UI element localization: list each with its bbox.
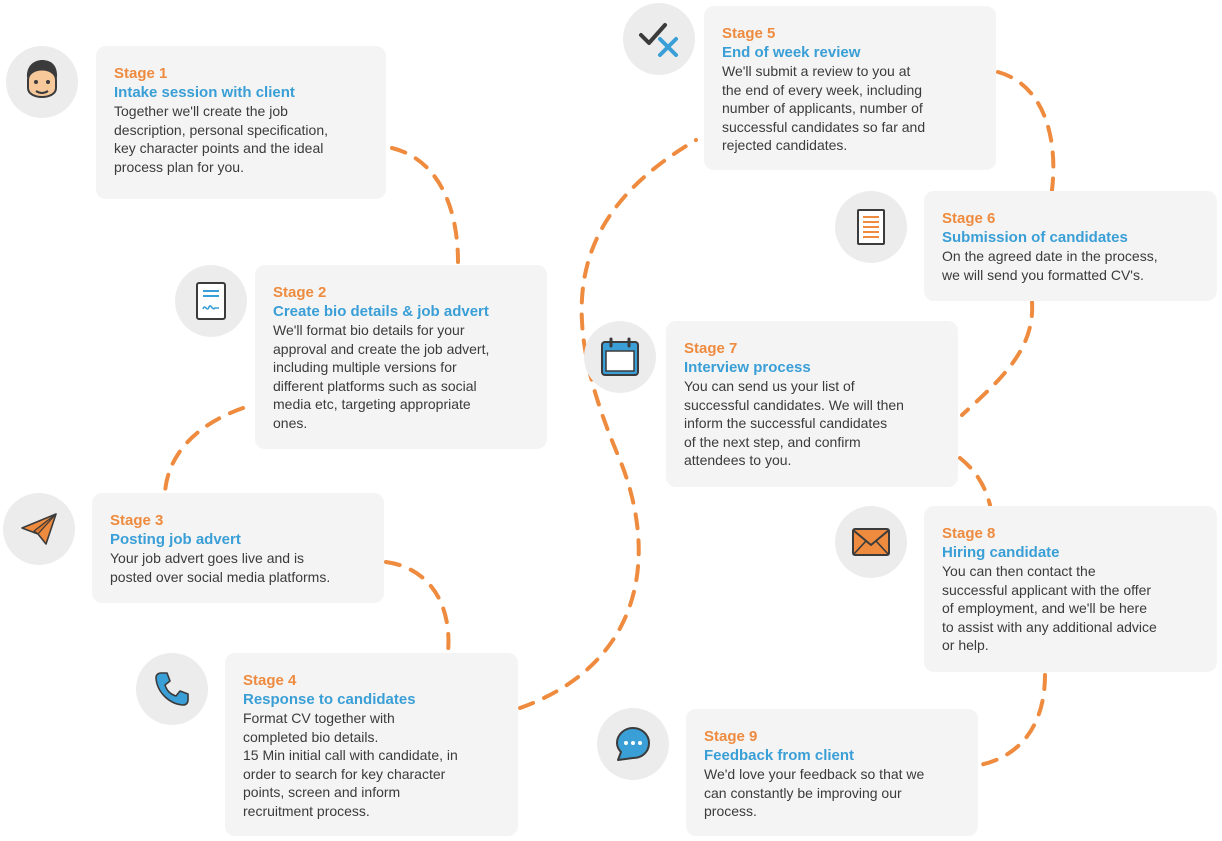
stage-7-card: Stage 7 Interview process You can send u… — [666, 321, 958, 487]
stage-description: Format CV together with completed bio de… — [243, 710, 458, 819]
connector-stage8-stage9 — [978, 673, 1047, 767]
stage-number: Stage 3 — [110, 512, 164, 529]
check-cross-icon — [638, 21, 680, 57]
stage-8-card: Stage 8 Hiring candidate You can then co… — [924, 506, 1217, 672]
stage-description: Together we'll create the job descriptio… — [114, 103, 329, 175]
stage-number: Stage 6 — [942, 210, 996, 227]
stage-number: Stage 2 — [273, 284, 327, 301]
stage-9-card: Stage 9 Feedback from client We'd love y… — [686, 709, 978, 836]
stage-1-card: Stage 1 Intake session with client Toget… — [96, 46, 386, 199]
signed-document-icon — [195, 281, 227, 321]
stage-2-icon-circle — [175, 265, 247, 337]
stage-description: Your job advert goes live and is posted … — [110, 550, 331, 585]
stage-title: End of week review — [722, 44, 861, 61]
stage-title: Posting job advert — [110, 531, 241, 548]
stage-title: Submission of candidates — [942, 229, 1128, 246]
stage-8-icon-circle — [835, 506, 907, 578]
stage-title: Hiring candidate — [942, 544, 1060, 561]
stage-9-icon-circle — [597, 708, 669, 780]
phone-icon — [153, 670, 191, 708]
stage-1-icon-circle — [6, 46, 78, 118]
connector-stage1-stage2 — [390, 146, 460, 264]
stage-description: We'd love your feedback so that we can c… — [704, 766, 925, 820]
stage-description: You can then contact the successful appl… — [942, 563, 1157, 654]
stage-6-card: Stage 6 Submission of candidates On the … — [924, 191, 1217, 301]
stage-title: Create bio details & job advert — [273, 303, 489, 320]
stage-number: Stage 7 — [684, 340, 738, 357]
connector-stage2-stage3 — [163, 406, 245, 494]
connector-stage3-stage4 — [384, 560, 451, 654]
stage-title: Intake session with client — [114, 84, 295, 101]
stage-3-icon-circle — [3, 493, 75, 565]
envelope-icon — [851, 527, 891, 557]
stage-description: You can send us your list of successful … — [684, 378, 904, 469]
stage-7-icon-circle — [584, 321, 656, 393]
calendar-icon — [600, 337, 640, 377]
connector-stage6-stage7 — [960, 300, 1035, 417]
stage-number: Stage 4 — [243, 672, 297, 689]
stage-4-icon-circle — [136, 653, 208, 725]
stage-title: Feedback from client — [704, 747, 855, 764]
document-list-icon — [856, 208, 886, 246]
connector-stage7-stage8 — [958, 456, 992, 507]
paper-plane-icon — [20, 512, 58, 546]
person-face-icon — [22, 58, 62, 106]
stage-3-card: Stage 3 Posting job advert Your job adve… — [92, 493, 384, 603]
stage-number: Stage 8 — [942, 525, 996, 542]
chat-bubble-icon — [614, 725, 652, 763]
stage-description: We'll format bio details for your approv… — [273, 322, 490, 431]
stage-description: On the agreed date in the process, we wi… — [942, 248, 1158, 283]
stage-6-icon-circle — [835, 191, 907, 263]
stage-description: We'll submit a review to you at the end … — [722, 63, 926, 154]
stage-title: Response to candidates — [243, 691, 416, 708]
stage-number: Stage 9 — [704, 728, 758, 745]
stage-2-card: Stage 2 Create bio details & job advert … — [255, 265, 547, 449]
stage-5-card: Stage 5 End of week review We'll submit … — [704, 6, 996, 170]
stage-title: Interview process — [684, 359, 811, 376]
connector-stage4-stage5 — [518, 138, 698, 710]
stage-number: Stage 1 — [114, 65, 168, 82]
stage-4-card: Stage 4 Response to candidates Format CV… — [225, 653, 518, 836]
connector-stage5-stage6 — [996, 70, 1056, 192]
stage-5-icon-circle — [623, 3, 695, 75]
stage-number: Stage 5 — [722, 25, 776, 42]
